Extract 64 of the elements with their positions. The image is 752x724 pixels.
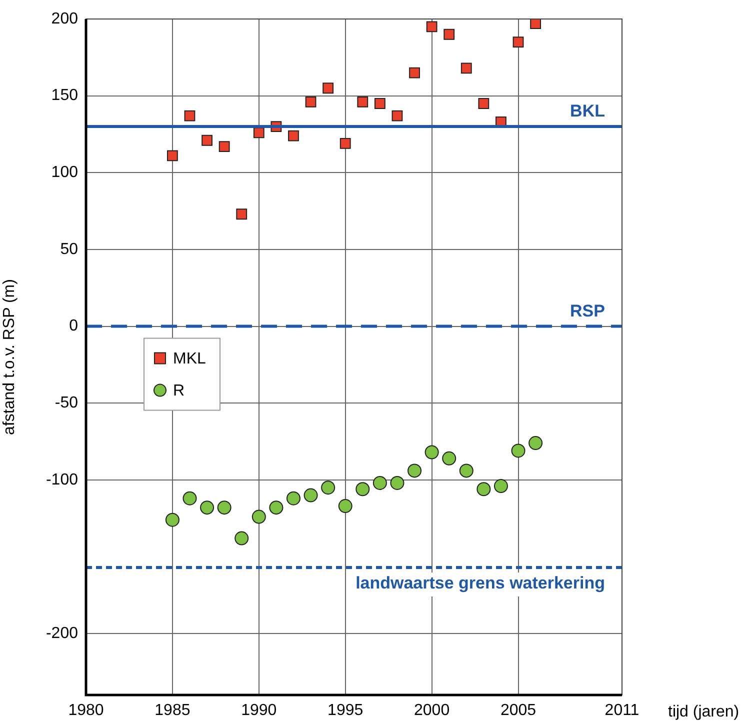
y-tick-label: 100 — [51, 164, 78, 182]
x-tick-label: 1985 — [154, 702, 190, 720]
point — [444, 28, 455, 40]
point — [409, 67, 420, 78]
point — [236, 208, 248, 220]
y-tick-label: -100 — [46, 471, 78, 488]
point — [512, 36, 524, 48]
x-tick-label: 2000 — [414, 702, 450, 720]
point — [392, 110, 403, 122]
ref-line-label: BKL — [570, 102, 605, 121]
x-tick-label: 1990 — [241, 702, 277, 720]
point — [338, 499, 352, 514]
point — [218, 141, 230, 152]
point — [217, 500, 232, 515]
point — [494, 479, 508, 494]
point — [202, 134, 212, 146]
point — [511, 444, 526, 458]
point — [165, 512, 180, 527]
point — [424, 445, 439, 460]
point — [478, 98, 490, 109]
point — [374, 98, 386, 109]
point — [288, 130, 299, 142]
y-tick-label: 50 — [60, 240, 78, 258]
point — [322, 82, 334, 94]
point — [304, 488, 318, 502]
point — [200, 500, 214, 515]
point — [357, 96, 368, 108]
point — [460, 62, 472, 74]
point — [167, 150, 178, 162]
x-tick-label: 1980 — [68, 702, 104, 720]
point — [372, 476, 387, 490]
ref-line-label: landwaartse grens waterkering — [356, 574, 605, 593]
point — [182, 491, 197, 506]
point — [528, 436, 543, 450]
y-tick-label: -200 — [46, 624, 78, 642]
point — [459, 464, 474, 478]
point — [408, 464, 422, 478]
y-tick-label: 150 — [51, 87, 78, 104]
point — [340, 138, 351, 149]
point — [442, 451, 456, 466]
x-tick-label: 2011 — [604, 702, 640, 720]
legend-label: R — [173, 382, 185, 400]
y-tick-label: 0 — [69, 318, 78, 335]
y-axis-title: afstand t.o.v. RSP (m) — [1, 279, 18, 435]
x-tick-label: 1995 — [328, 702, 364, 720]
point — [252, 510, 266, 524]
point — [390, 476, 404, 490]
point — [269, 500, 284, 515]
point — [184, 110, 196, 122]
y-tick-label: 200 — [51, 10, 78, 28]
point — [253, 127, 264, 138]
point — [286, 491, 300, 506]
ref-line-label: RSP — [570, 301, 605, 320]
point — [476, 482, 491, 496]
x-tick-label: 2005 — [500, 702, 536, 720]
point — [530, 19, 541, 30]
point — [321, 480, 336, 495]
y-tick-label: -50 — [54, 394, 78, 412]
point — [356, 482, 370, 496]
point — [234, 531, 249, 546]
legend-label: MKL — [173, 350, 206, 368]
point — [305, 96, 316, 108]
x-axis-title: tijd (jaren) — [668, 703, 740, 720]
point — [426, 21, 438, 32]
